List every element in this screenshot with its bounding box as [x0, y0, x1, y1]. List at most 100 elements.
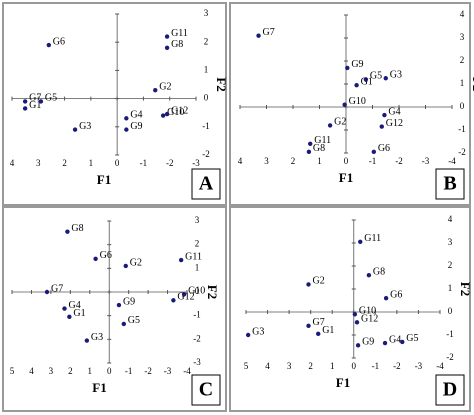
point-label: G8 — [313, 143, 325, 154]
x-axis-label: F1 — [92, 380, 106, 395]
point — [62, 306, 67, 311]
point — [44, 289, 50, 295]
point-label: G5 — [45, 93, 57, 104]
point-label: G11 — [314, 135, 331, 146]
x-tick-label: -2 — [166, 158, 174, 168]
x-tick-label: -2 — [395, 156, 403, 166]
panel-letter-box — [191, 374, 221, 406]
y-tick-label: -2 — [458, 147, 466, 157]
point-label: G5 — [128, 315, 140, 326]
point — [354, 82, 359, 88]
point-label: G2 — [334, 117, 346, 128]
x-tick-label: -1 — [372, 361, 380, 371]
x-tick-label: 4 — [29, 366, 34, 376]
x-tick-label: 5 — [10, 366, 15, 376]
point-label: G11 — [185, 251, 202, 262]
point-label: G5 — [406, 333, 418, 344]
point-label: G8 — [71, 223, 83, 234]
x-tick-label: -2 — [144, 366, 152, 376]
point-label: G5 — [370, 71, 382, 82]
y-tick-label: 2 — [460, 55, 465, 65]
y-tick-label: -1 — [193, 310, 201, 320]
x-tick-label: 1 — [330, 361, 335, 371]
y-tick-label: 2 — [195, 239, 200, 249]
point-label: G1 — [73, 308, 85, 319]
point — [164, 45, 170, 51]
point-label: G6 — [378, 143, 390, 154]
point-label: G2 — [159, 81, 171, 92]
point — [22, 106, 28, 111]
point-label: G7 — [313, 317, 325, 328]
point — [366, 273, 372, 278]
point-label: G12 — [386, 118, 403, 129]
point — [67, 314, 72, 320]
point-label: G11 — [364, 233, 381, 244]
x-tick-label: 3 — [287, 361, 292, 371]
point-label: G1 — [361, 76, 373, 87]
y-tick-label: 2 — [204, 36, 209, 46]
point-label: G9 — [351, 59, 363, 70]
panel — [2, 2, 227, 206]
point-label: G10 — [167, 107, 184, 118]
point — [352, 312, 358, 317]
point — [354, 320, 360, 325]
point — [171, 298, 176, 303]
y-axis-label: F2 — [205, 285, 220, 299]
x-tick-label: -4 — [183, 366, 191, 376]
x-tick-label: -1 — [140, 158, 148, 168]
point-label: G10 — [349, 96, 366, 107]
x-tick-label: -3 — [164, 366, 172, 376]
point — [164, 34, 170, 39]
panel-letter-box — [435, 168, 465, 200]
point-label: G3 — [252, 326, 264, 337]
panel-letter: C — [199, 379, 213, 401]
x-tick-label: -1 — [125, 366, 133, 376]
point — [178, 257, 184, 263]
x-tick-label: 4 — [238, 156, 243, 166]
y-tick-label: 0 — [448, 306, 453, 316]
y-axis-label: F2 — [458, 282, 473, 296]
point-label: G1 — [322, 325, 334, 336]
x-tick-label: -3 — [192, 158, 200, 168]
point-label: G9 — [123, 296, 135, 307]
point — [400, 339, 405, 345]
y-tick-label: 4 — [448, 214, 453, 224]
x-tick-label: 3 — [36, 158, 41, 168]
point — [124, 127, 129, 132]
panel — [229, 206, 471, 412]
x-tick-label: 2 — [62, 158, 67, 168]
x-tick-label: -4 — [436, 361, 444, 371]
x-tick-label: 0 — [115, 158, 120, 168]
x-tick-label: 1 — [89, 158, 94, 168]
point — [164, 111, 170, 117]
y-tick-label: 3 — [460, 32, 465, 42]
point — [306, 323, 311, 328]
point — [383, 76, 388, 81]
x-tick-label: 2 — [291, 156, 296, 166]
point — [245, 332, 251, 338]
point — [124, 116, 129, 121]
panel-letter-box — [435, 374, 465, 406]
x-axis-label: F1 — [339, 170, 353, 185]
y-tick-label: 1 — [195, 262, 200, 272]
point — [38, 99, 44, 104]
y-tick-label: 3 — [195, 215, 200, 225]
panel-letter: B — [443, 173, 456, 195]
point-label: G2 — [130, 257, 142, 268]
point — [256, 33, 261, 38]
point-label: G4 — [69, 300, 81, 311]
x-tick-label: 1 — [317, 156, 322, 166]
point — [306, 149, 312, 155]
point-label: G6 — [53, 36, 65, 47]
y-tick-label: -2 — [193, 333, 201, 343]
y-tick-label: -1 — [202, 121, 210, 131]
point — [22, 99, 28, 104]
x-tick-label: -3 — [422, 156, 430, 166]
x-tick-label: 4 — [265, 361, 270, 371]
x-axis-label: F1 — [336, 375, 350, 390]
point — [123, 263, 128, 269]
point — [121, 321, 127, 327]
x-tick-label: 2 — [308, 361, 313, 371]
point-label: G7 — [29, 93, 41, 104]
